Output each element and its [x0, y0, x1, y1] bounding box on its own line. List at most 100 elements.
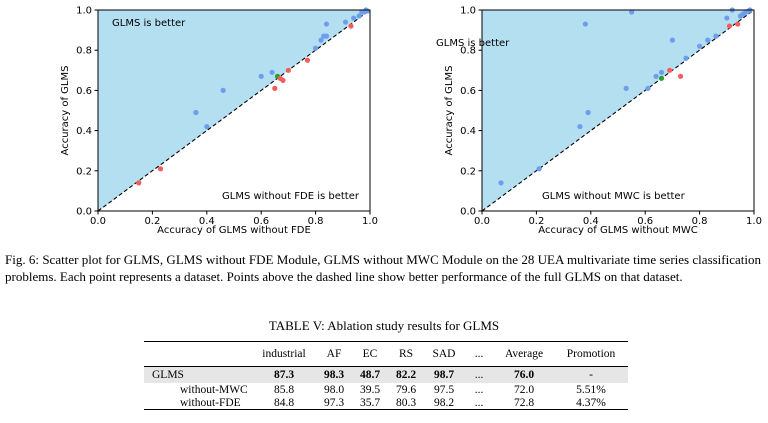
table-cell: 98.0: [323, 383, 345, 396]
region-label-upper: GLMS is better: [436, 38, 510, 49]
region-label-upper: GLMS is better: [112, 18, 186, 29]
table-cell: 82.2: [388, 367, 424, 384]
table-row-without-mwc: without-MWC 85.8 98.0 39.5 79.6 97.5 ...…: [144, 383, 628, 396]
data-point: [582, 21, 588, 27]
data-point: [342, 19, 349, 25]
table-cell: 97.5: [433, 383, 455, 396]
data-point: [658, 75, 665, 81]
table-cell: 39.5: [359, 383, 381, 396]
data-point: [677, 73, 684, 79]
y-tick-label: 1.0: [460, 6, 476, 17]
data-point: [323, 21, 330, 27]
data-point: [653, 73, 659, 79]
y-tick-label: 0.6: [460, 86, 476, 97]
table-cell: 98.2: [433, 396, 455, 409]
table-cell: 72.0: [513, 383, 535, 396]
data-point: [536, 166, 542, 172]
table-cell: 98.7: [424, 367, 464, 384]
scatter-plot-fde: 0.0 0.2 0.4 0.6 0.8 1.0 0.0 0.2 0.4 0.6 0.8 1.0 Accu…: [0, 0, 380, 248]
data-point: [705, 37, 711, 43]
data-point: [645, 85, 651, 91]
x-tick-label: 0.0: [90, 216, 106, 227]
y-tick-label: 0.4: [76, 126, 92, 137]
table-cell: 97.3: [323, 396, 345, 409]
plot-frame: [481, 9, 755, 212]
table-cell: 79.6: [395, 383, 417, 396]
data-point: [726, 23, 733, 29]
header-cell: Average: [504, 348, 544, 361]
scatter-plot-fde-svg: 0.0 0.2 0.4 0.6 0.8 1.0 0.0 0.2 0.4 0.6 0.8 1.0 Accu…: [60, 6, 378, 237]
data-point: [498, 180, 504, 186]
table-cell: 76.0: [494, 367, 554, 384]
table-cell: 87.3: [252, 367, 316, 384]
table-cell: 84.8: [273, 396, 295, 409]
data-point: [364, 8, 370, 14]
header-cell: RS: [398, 348, 414, 361]
data-point: [667, 67, 673, 73]
data-point: [629, 9, 635, 15]
x-tick-label: 0.4: [199, 216, 215, 227]
data-point: [585, 109, 591, 116]
table-cell: ...: [464, 367, 494, 384]
x-axis-label: Accuracy of GLMS without FDE: [157, 225, 311, 236]
table-cell: 72.8: [513, 396, 535, 409]
data-point: [658, 69, 665, 75]
data-point: [269, 69, 275, 75]
table-mid-rule: [144, 366, 628, 368]
y-tick-label: 0.2: [76, 166, 92, 177]
x-tick-label: 0.0: [474, 216, 490, 227]
table-cell: 85.8: [273, 383, 295, 396]
table-cell: without-MWC: [180, 383, 248, 396]
figure-caption: Fig. 6: Scatter plot for GLMS, GLMS with…: [5, 252, 761, 284]
table-header-row: industrial AF EC RS SAD ... Average Prom…: [144, 342, 628, 366]
data-point: [348, 23, 354, 29]
y-tick-label: 0.4: [460, 126, 476, 137]
header-cell: SAD: [432, 348, 456, 361]
data-point: [318, 37, 324, 43]
header-cell: EC: [362, 348, 378, 361]
table-title: TABLE V: Ablation study results for GLMS: [268, 318, 500, 333]
data-point: [669, 37, 675, 43]
data-point: [713, 33, 719, 39]
x-tick-label: 0.2: [528, 216, 544, 227]
x-tick-label: 0.8: [308, 216, 324, 227]
x-tick-label: 1.0: [362, 216, 378, 227]
data-point: [272, 85, 278, 91]
data-point: [136, 180, 142, 186]
scatter-plot-mwc-svg: 0.0 0.2 0.4 0.6 0.8 1.0 0.0 0.2 0.4 0.6 0.8 1.0 Accu…: [436, 6, 762, 237]
data-point: [304, 57, 311, 63]
x-axis-label: Accuracy of GLMS without MWC: [538, 225, 697, 236]
header-cell: [144, 342, 252, 366]
data-point: [258, 73, 264, 79]
data-point: [724, 15, 730, 21]
y-tick-label: 0.6: [76, 86, 92, 97]
y-tick-label: 0.8: [460, 46, 476, 57]
table-cell: 48.7: [352, 367, 388, 384]
diagonal-reference-line: [97, 9, 371, 212]
x-tick-label: 0.8: [692, 216, 708, 227]
data-point: [577, 123, 583, 130]
y-tick-label: 0.0: [76, 207, 92, 218]
data-point: [157, 166, 164, 172]
data-point: [280, 77, 286, 83]
y-axis-label: Accuracy of GLMS: [60, 66, 71, 156]
y-axis-label: Accuracy of GLMS: [444, 66, 455, 156]
table-cell: 98.3: [316, 367, 352, 384]
plot-frame: [97, 9, 371, 212]
y-tick-label: 1.0: [76, 6, 92, 17]
x-tick-label: 0.6: [637, 216, 653, 227]
header-cell: Promotion: [566, 348, 616, 361]
data-point: [735, 21, 741, 27]
table-cell: 4.37%: [576, 396, 606, 409]
header-cell: AF: [326, 348, 342, 361]
table-row-without-fde: without-FDE 84.8 97.3 35.7 80.3 98.2 ...…: [144, 396, 628, 409]
table-cell: ...: [474, 396, 484, 409]
x-tick-label: 1.0: [746, 216, 762, 227]
data-point: [220, 87, 226, 93]
table-cell: -: [554, 367, 628, 384]
data-point: [697, 43, 703, 49]
table-row-glms: GLMS 87.3 98.3 48.7 82.2 98.7 ... 76.0 -: [144, 367, 628, 384]
data-point: [683, 55, 689, 61]
table-bottom-rule: [144, 409, 628, 411]
data-point: [193, 109, 199, 116]
